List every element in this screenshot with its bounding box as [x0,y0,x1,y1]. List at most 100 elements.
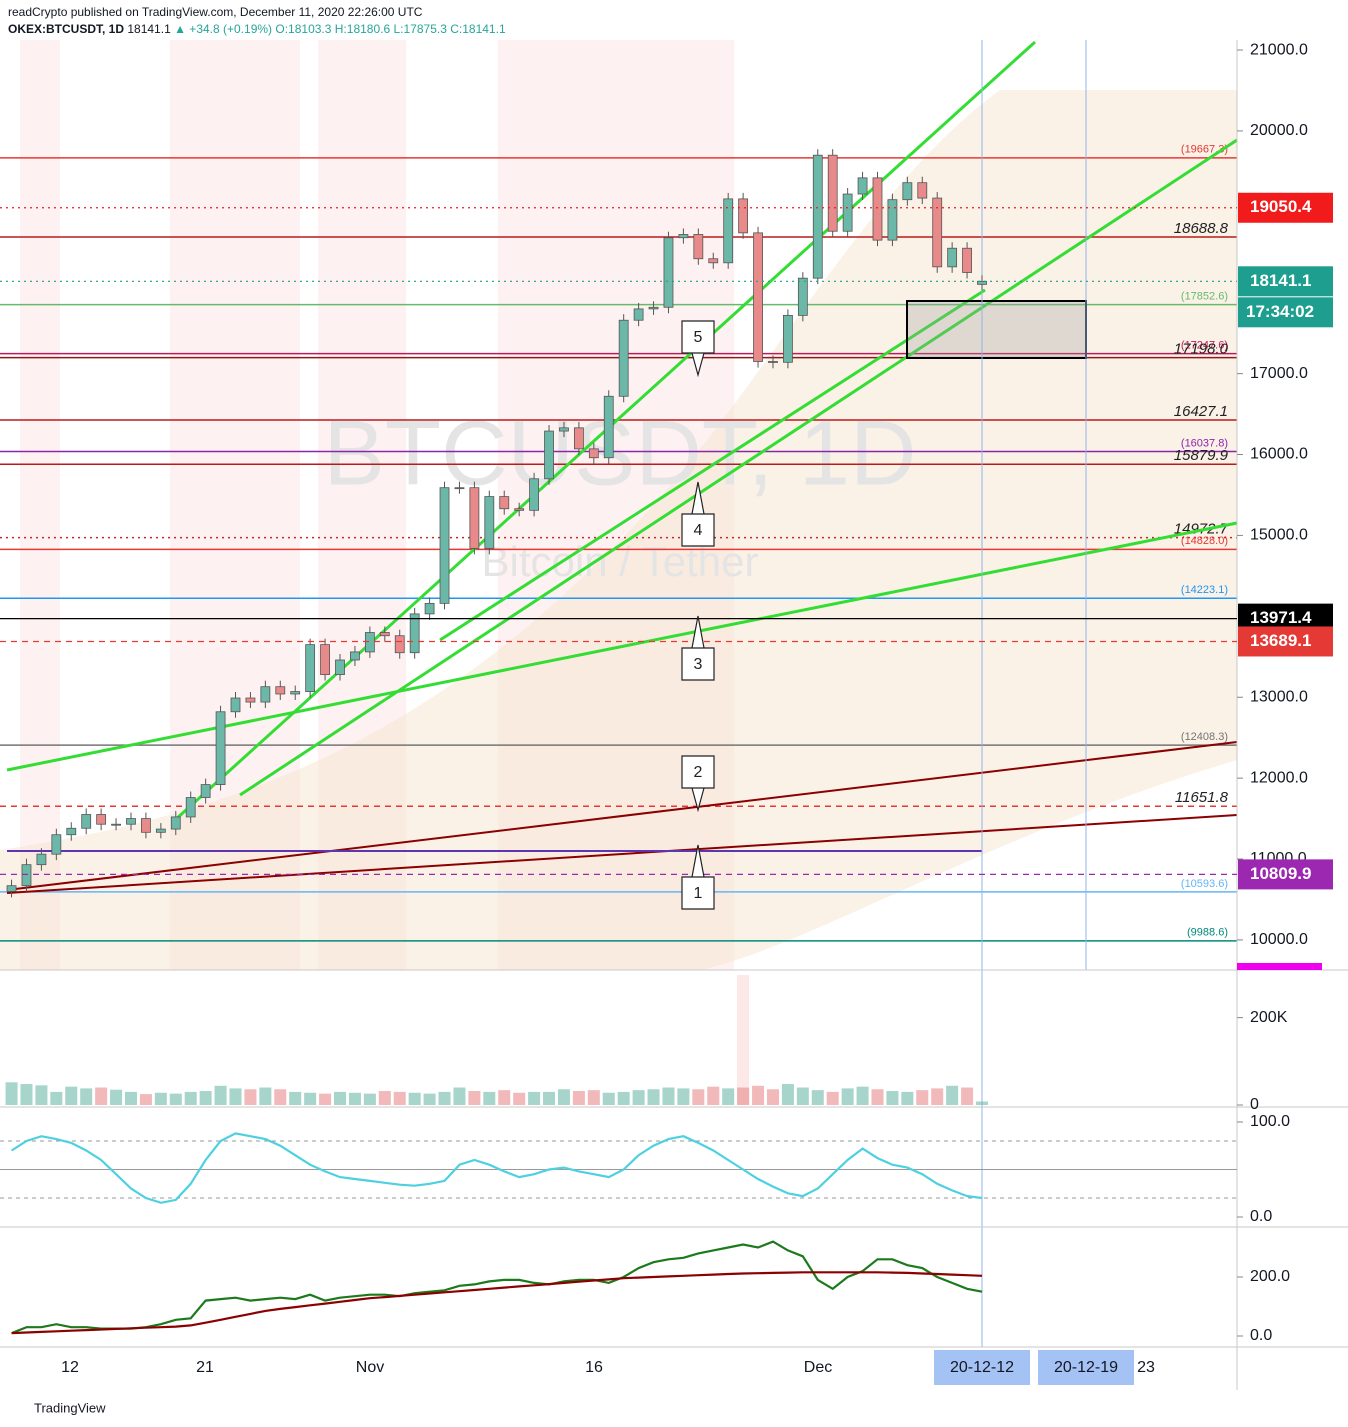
volume-bar [214,1085,227,1105]
candle [364,632,375,653]
volume-bar [587,1090,600,1105]
volume-bar [513,1092,526,1105]
x-tick-label: Dec [804,1359,832,1376]
y-tick-label: 200.0 [1250,1268,1290,1285]
volume-bar [707,1086,720,1105]
volume-bar [348,1092,361,1105]
candle [66,827,77,836]
wave-label: 1 [694,885,703,902]
level-label: 18688.8 [1174,220,1229,237]
open: O:18103.3 [275,22,332,36]
volume-bar [692,1089,705,1105]
candle [170,816,181,830]
level-label: (14828.0) [1181,535,1228,547]
series-line [11,1132,983,1204]
volume-bar [617,1091,630,1105]
x-tick-label: 23 [1137,1359,1155,1376]
volume-bar [961,1087,974,1105]
y-tick-label: 0.0 [1250,1208,1272,1225]
candle [618,319,629,397]
close: C:18141.1 [450,22,506,36]
candle [409,613,420,654]
volume-bar [886,1091,899,1105]
volume-bar [662,1087,675,1105]
candle [6,885,17,892]
volume-bar [811,1090,824,1105]
candle [768,361,778,363]
date-label: 20-12-19 [1054,1359,1118,1376]
wave-callout [681,755,715,813]
volume-bar [528,1091,541,1105]
candle [753,232,763,362]
candle [648,306,659,310]
level-label: 16427.1 [1174,403,1228,420]
candle [335,659,345,675]
candle [36,853,47,866]
wave-label: 5 [694,329,703,346]
volume-bar [378,1091,391,1105]
volume-bar [199,1091,212,1105]
candle [290,691,301,695]
volume-bar [438,1091,451,1105]
volume-bar [5,1082,18,1105]
level-label: (17852.6) [1181,291,1228,303]
price-tag-label: 19050.4 [1250,197,1312,216]
volume-bar [931,1088,944,1105]
candle [663,237,674,308]
candle [708,258,719,264]
level-label: 11651.8 [1175,789,1229,806]
wave-callout [681,844,715,910]
candle [977,280,987,285]
candle [350,651,360,661]
volume-bar [602,1092,615,1105]
volume-bar [796,1087,809,1105]
volume-bar [557,1089,570,1105]
level-label: (10593.6) [1181,878,1228,890]
volume-bar [95,1087,108,1105]
level-label: (17247.6) [1181,339,1228,351]
price-tag-label: 13971.4 [1250,608,1312,627]
candle [529,478,539,511]
series-line [11,1271,983,1335]
candle [155,828,166,833]
candle [827,154,838,232]
wave-label: 2 [694,764,703,781]
y-tick-label: 200K [1250,1009,1288,1026]
candle [872,177,883,241]
y-tick-label: 12000.0 [1250,769,1308,786]
volume-bar [139,1094,152,1105]
x-tick-label: 12 [61,1359,79,1376]
volume-bar [80,1088,93,1105]
candle [469,487,480,549]
series-line [11,1240,983,1335]
volume-bar [319,1093,332,1105]
low: L:17875.3 [393,22,447,36]
candle [51,834,62,855]
price-tag [1238,626,1333,657]
candle [633,308,644,321]
candle [185,797,196,818]
volume-bar [289,1091,302,1105]
candle [603,395,614,459]
candle [812,154,823,279]
y-tick-label: 0.0 [1250,1327,1272,1344]
level-label: (9988.6) [1187,927,1228,939]
y-tick-label: 17000.0 [1250,365,1308,382]
wave-label: 4 [694,522,703,539]
candle [559,427,569,432]
candle [439,487,450,604]
countdown-tag [1238,297,1333,328]
volume-bar [916,1090,929,1105]
candle [962,247,972,273]
volume-bar [334,1091,347,1105]
candle [857,177,868,195]
candle [797,277,808,316]
candle [887,199,898,241]
price-tag [1238,859,1333,890]
volume-bar [752,1085,765,1105]
volume-bar [632,1090,645,1105]
wave-callout [681,481,715,547]
candle [215,711,226,785]
volume-bar [110,1089,123,1105]
background [0,40,1237,1105]
